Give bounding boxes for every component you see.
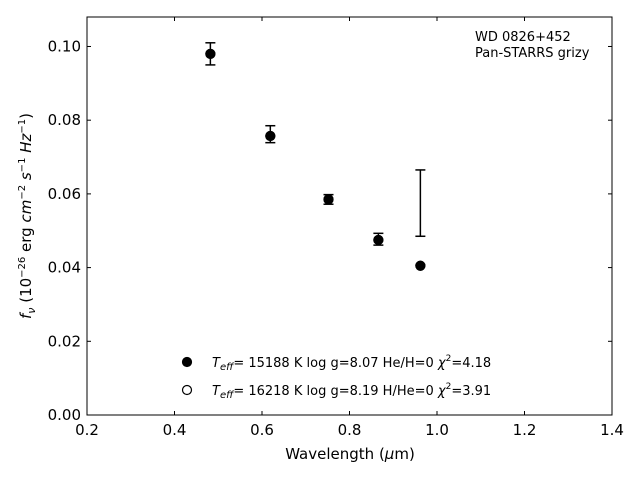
axis-ticks: 0.2 0.4 0.6 0.8 1.0 1.2 1.4 0.00 0.02 0.04 0.06 0.0… — [48, 17, 624, 439]
y-tick-label: 0.02 — [48, 332, 81, 350]
y-tick-label: 0.08 — [48, 111, 81, 129]
model-point-filled — [323, 194, 334, 205]
annotation-line-2: Pan-STARRS grizy — [475, 46, 590, 61]
annotation-line-1: WD 0826+452 — [475, 30, 571, 45]
x-tick-label: 0.6 — [250, 421, 274, 439]
legend-entry-text: = 16218 K log g=8.19 H/He=0 — [233, 384, 438, 399]
y-tick-label: 0.10 — [48, 37, 81, 55]
x-axis-label: Wavelength (μm) — [285, 445, 415, 463]
legend: Teff= 15188 K log g=8.07 He/H=0 χ2=4.18 T… — [181, 354, 491, 401]
model-point-filled — [373, 234, 384, 246]
y-tick-label: 0.06 — [48, 185, 81, 203]
x-tick-label: 1.2 — [513, 421, 537, 439]
legend-entry-text: = 15188 K log g=8.07 He/H=0 — [233, 356, 438, 371]
data-points — [205, 48, 426, 271]
y-tick-label: 0.04 — [48, 259, 81, 277]
y-axis-label: fν (10−26 erg cm−2 s−1 Hz−1) — [17, 113, 38, 319]
x-tick-label: 1.0 — [425, 421, 449, 439]
legend-marker-open — [181, 384, 193, 396]
model-point-filled — [415, 260, 426, 271]
x-tick-label: 0.2 — [75, 421, 99, 439]
error-bars — [205, 42, 426, 246]
legend-entry: Teff= 16218 K log g=8.19 H/He=0 χ2=3.91 — [212, 382, 491, 401]
x-tick-label: 0.4 — [163, 421, 187, 439]
x-tick-label: 0.8 — [338, 421, 362, 439]
y-tick-label: 0.00 — [48, 406, 81, 424]
observed-error-bar — [415, 169, 426, 238]
x-tick-label: 1.4 — [600, 421, 624, 439]
legend-marker-filled — [181, 356, 193, 368]
model-point-filled — [205, 48, 216, 59]
model-point-filled — [265, 130, 276, 142]
legend-entry: Teff= 15188 K log g=8.07 He/H=0 χ2=4.18 — [212, 354, 491, 373]
